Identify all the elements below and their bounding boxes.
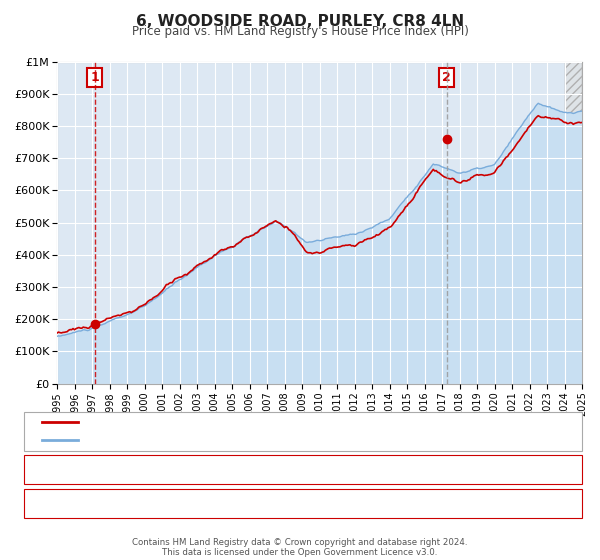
Text: 06-APR-2017: 06-APR-2017 — [90, 498, 162, 508]
Text: HPI: Average price, detached house, Croydon: HPI: Average price, detached house, Croy… — [84, 435, 332, 445]
Text: 6, WOODSIDE ROAD, PURLEY, CR8 4LN: 6, WOODSIDE ROAD, PURLEY, CR8 4LN — [136, 14, 464, 29]
Text: 1: 1 — [44, 465, 52, 475]
Text: 2: 2 — [44, 498, 52, 508]
Text: 2: 2 — [442, 71, 451, 84]
Text: Price paid vs. HM Land Registry's House Price Index (HPI): Price paid vs. HM Land Registry's House … — [131, 25, 469, 38]
Text: Contains HM Land Registry data © Crown copyright and database right 2024.
This d: Contains HM Land Registry data © Crown c… — [132, 538, 468, 557]
Text: 6, WOODSIDE ROAD, PURLEY, CR8 4LN (detached house): 6, WOODSIDE ROAD, PURLEY, CR8 4LN (detac… — [84, 417, 397, 427]
Text: 1: 1 — [91, 71, 100, 84]
Text: £186,500: £186,500 — [292, 465, 344, 475]
Text: 04-MAR-1997: 04-MAR-1997 — [89, 465, 163, 475]
Text: 20% ↑ HPI: 20% ↑ HPI — [450, 465, 510, 475]
Text: 1% ↑ HPI: 1% ↑ HPI — [454, 498, 506, 508]
Text: £760,000: £760,000 — [292, 498, 344, 508]
